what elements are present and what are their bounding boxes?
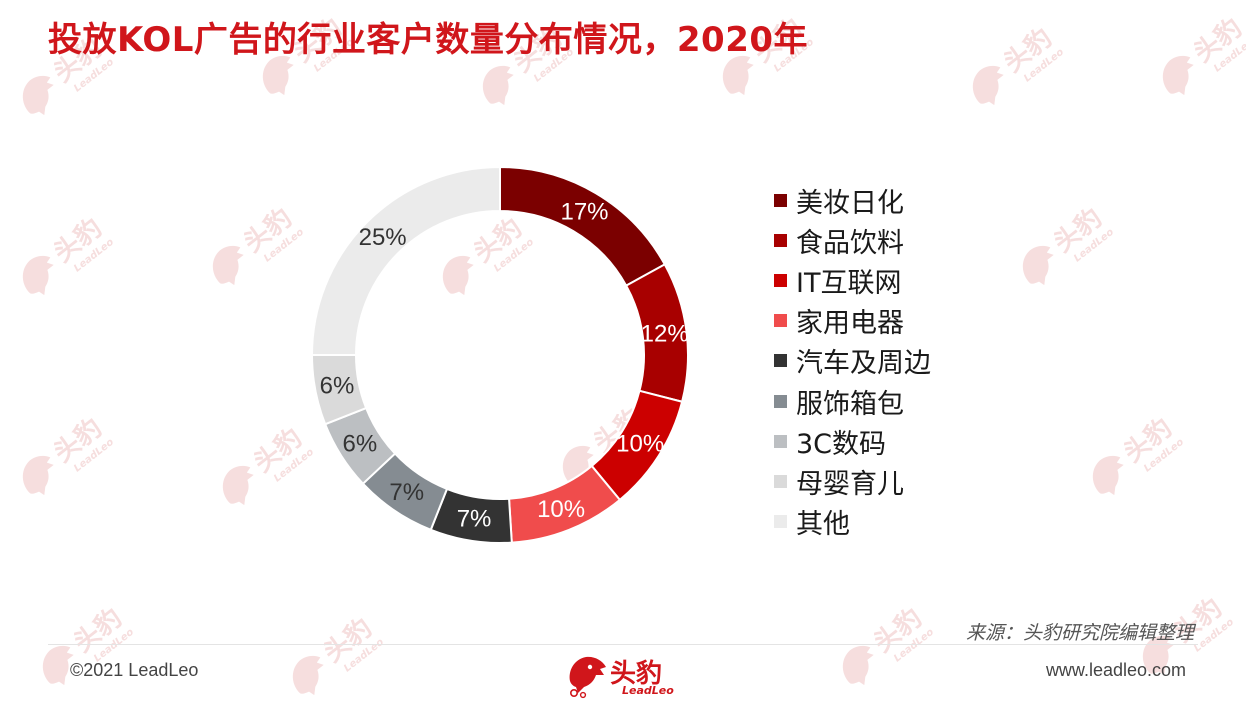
legend-swatch bbox=[774, 354, 787, 368]
legend-label: 服饰箱包 bbox=[796, 388, 904, 420]
legend-swatch bbox=[774, 394, 787, 408]
legend-label: 汽车及周边 bbox=[796, 348, 931, 380]
slice-data-label-2: 12% bbox=[641, 321, 689, 348]
slice-data-label-9: 25% bbox=[359, 224, 407, 251]
footer-divider bbox=[48, 644, 1198, 645]
legend-item-2: 食品饮料 bbox=[774, 220, 931, 260]
legend-swatch bbox=[774, 474, 787, 488]
slice-data-label-7: 6% bbox=[342, 430, 377, 457]
chart-legend: 美妆日化食品饮料 IT互联网家用电器汽车及周边服饰箱包 3C数码母婴育儿其他 bbox=[774, 180, 931, 542]
leadleo-logo: 头豹 LeadLeo bbox=[564, 651, 694, 699]
legend-label: 美妆日化 bbox=[796, 187, 904, 219]
legend-swatch bbox=[774, 273, 787, 287]
legend-swatch bbox=[774, 193, 787, 207]
legend-label: IT互联网 bbox=[796, 267, 902, 299]
slice-data-label-5: 7% bbox=[457, 505, 492, 532]
source-note: 来源：头豹研究院编辑整理 bbox=[965, 622, 1194, 644]
legend-swatch bbox=[774, 434, 787, 448]
legend-item-1: 美妆日化 bbox=[774, 180, 931, 220]
slice-data-label-6: 7% bbox=[389, 479, 424, 506]
legend-item-3: IT互联网 bbox=[774, 260, 931, 300]
legend-item-9: 其他 bbox=[774, 502, 931, 542]
legend-label: 食品饮料 bbox=[796, 227, 904, 259]
legend-item-6: 服饰箱包 bbox=[774, 381, 931, 421]
copyright-text: ©2021 LeadLeo bbox=[70, 660, 199, 680]
page-title: 投放KOL广告的行业客户数量分布情况，2020年 bbox=[48, 20, 809, 60]
logo-text: 头豹 bbox=[610, 659, 663, 689]
legend-label: 其他 bbox=[796, 509, 850, 541]
slice-data-label-3: 10% bbox=[616, 430, 664, 457]
donut-slice-1 bbox=[499, 165, 667, 287]
legend-label: 3C数码 bbox=[796, 428, 887, 460]
legend-item-8: 母婴育儿 bbox=[774, 461, 931, 501]
donut-slice-9 bbox=[310, 165, 501, 356]
leopard-head-icon bbox=[569, 656, 606, 699]
legend-item-4: 家用电器 bbox=[774, 301, 931, 341]
legend-label: 家用电器 bbox=[796, 308, 904, 340]
slice-data-label-1: 17% bbox=[560, 199, 608, 226]
logo-subtext: LeadLeo bbox=[622, 684, 674, 697]
legend-item-7: 3C数码 bbox=[774, 421, 931, 461]
legend-item-5: 汽车及周边 bbox=[774, 341, 931, 381]
slice-data-label-4: 10% bbox=[537, 496, 585, 523]
slice-data-label-8: 6% bbox=[320, 373, 355, 400]
legend-swatch bbox=[774, 314, 787, 328]
legend-swatch bbox=[774, 233, 787, 247]
legend-swatch bbox=[774, 515, 787, 529]
website-link[interactable]: www.leadleo.com bbox=[1045, 660, 1186, 680]
legend-label: 母婴育儿 bbox=[796, 468, 904, 500]
